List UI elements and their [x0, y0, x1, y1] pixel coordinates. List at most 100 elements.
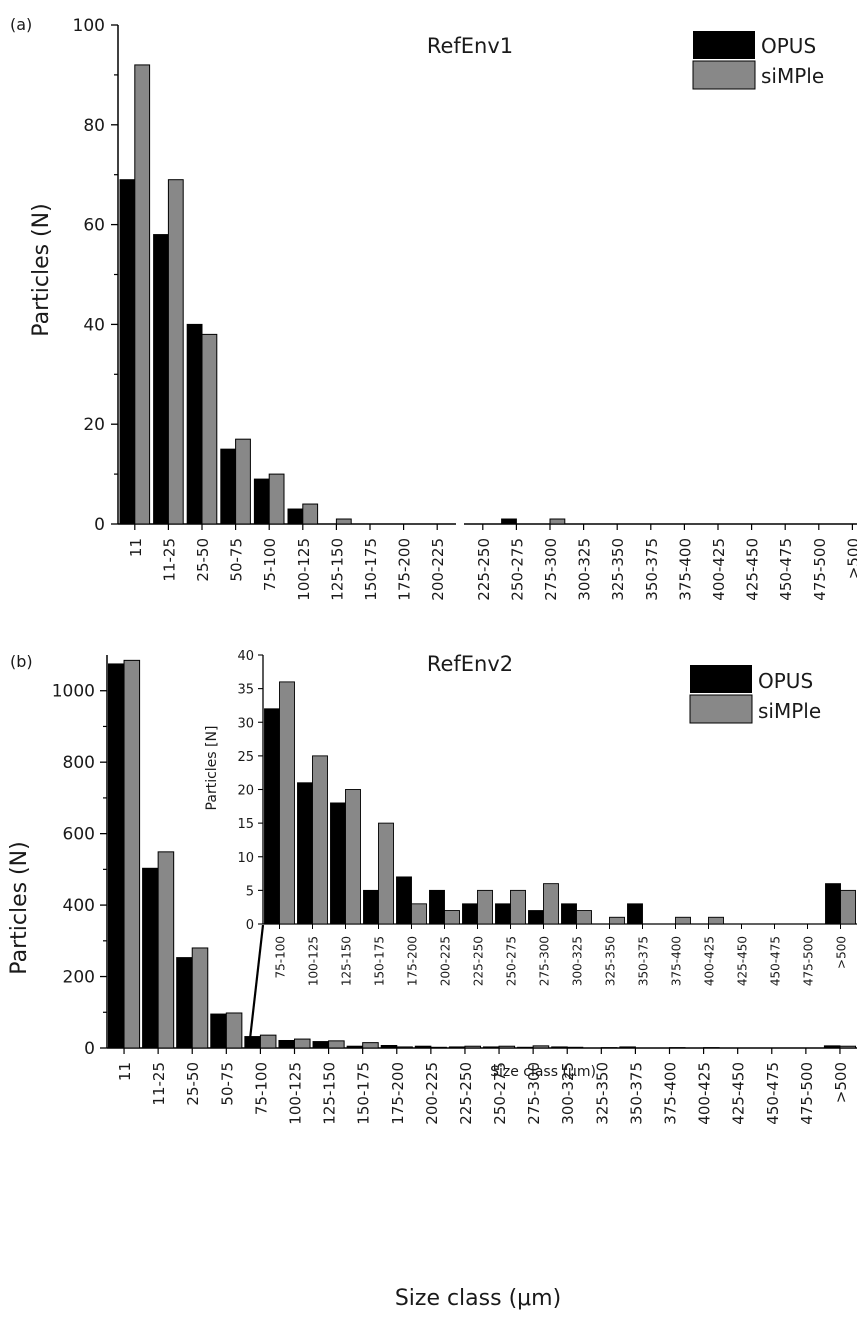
inset-y-tick-label: 20 [237, 784, 254, 799]
x-tick-label: 11 [127, 538, 145, 557]
y-tick-label: 600 [63, 825, 95, 845]
inset-y-tick-label: 35 [237, 683, 254, 698]
inset-bar-simple-75-100 [279, 681, 295, 925]
bar-opus-125-150 [312, 1041, 330, 1049]
inset-x-tick-label: 325-350 [604, 936, 618, 986]
inset-bar-opus-350-375 [627, 903, 643, 925]
bar-simple-300-325 [566, 1046, 584, 1049]
inset-y-tick-label: 30 [237, 716, 254, 731]
y-tick-label: 40 [83, 315, 105, 335]
bar-simple-50-75 [235, 438, 251, 525]
x-tick-label: 250-275 [491, 1062, 509, 1125]
x-tick-label: 25-50 [184, 1062, 202, 1106]
bar-simple-75-100 [259, 1034, 277, 1049]
y-tick-label: 0 [94, 515, 105, 535]
bar-opus-11-25 [153, 234, 169, 525]
bar-simple-200-225 [430, 1046, 447, 1049]
legend-swatch-opus [690, 665, 752, 693]
x-tick-label: 200-225 [429, 538, 447, 601]
inset-bar-opus-200-225 [429, 889, 445, 925]
inset-bar-simple-100-125 [312, 755, 328, 925]
inset-x-tick-label: 450-475 [769, 936, 783, 986]
inset-x-tick-label: 75-100 [274, 936, 288, 979]
inset-bar-simple-300-325 [576, 910, 592, 925]
x-tick-label: 11-25 [160, 538, 178, 582]
bar-opus-175-200 [380, 1044, 398, 1049]
x-tick-label: 300-325 [559, 1062, 577, 1125]
y-tick-label: 80 [83, 116, 105, 136]
x-tick-label: 400-425 [696, 1062, 714, 1125]
x-tick-label: 175-200 [389, 1062, 407, 1125]
bar-simple-100-125 [294, 1038, 311, 1049]
inset-x-tick-label: 475-500 [802, 936, 816, 986]
y-tick-label: 200 [63, 968, 95, 988]
x-tick-label: 100-125 [295, 538, 313, 601]
x-tick-label: 475-500 [811, 538, 829, 601]
x-tick-label: 150-175 [362, 538, 380, 601]
x-tick-label: 75-100 [261, 538, 279, 591]
panel-a-plot-area: 0 20 40 60 80 100 11 11-25 25-50 50-75 75-100 100-1… [73, 16, 857, 601]
bar-simple-225-250 [464, 1045, 482, 1049]
inset-y-tick-label: 0 [246, 918, 254, 933]
panel-b-title: RefEnv2 [427, 652, 513, 676]
bar-simple-75-100 [268, 473, 285, 525]
x-tick-label: 11-25 [150, 1062, 168, 1106]
bar-opus-50-75 [210, 1013, 227, 1049]
inset-bar-opus-300-325 [561, 903, 577, 925]
bar-simple-11-25 [167, 179, 184, 525]
panel-a-y-axis-title: Particles (N) [29, 203, 54, 336]
bar-opus-225-250 [448, 1046, 466, 1049]
x-tick-label: >500 [844, 538, 857, 579]
inset-bar-opus-150-175 [363, 889, 379, 925]
x-tick-label: 300-325 [576, 538, 594, 601]
x-tick-label: 350-375 [627, 1062, 645, 1125]
y-tick-label: 0 [84, 1039, 95, 1059]
x-tick-label: 425-450 [744, 538, 762, 601]
inset-bar-simple-375-400 [675, 916, 691, 925]
x-tick-label: 25-50 [194, 538, 212, 582]
x-tick-label: 150-175 [355, 1062, 373, 1125]
inset-bar-opus-125-150 [330, 802, 346, 925]
x-tick-label: 50-75 [218, 1062, 236, 1106]
legend-label-simple: siMPle [761, 64, 824, 88]
inset-bar-opus-175-200 [396, 876, 412, 925]
x-tick-label: 125-150 [321, 1062, 339, 1125]
x-tick-label: 100-125 [287, 1062, 305, 1125]
inset-bar-simple-175-200 [411, 903, 427, 925]
x-tick-label: 75-100 [252, 1062, 270, 1115]
legend-label-opus: OPUS [761, 34, 816, 58]
panel-a-tag: (a) [10, 15, 32, 34]
inset-plot-area: 0 5 10 15 20 25 30 35 40 75-100 100-125 125-150 150-… [237, 649, 857, 986]
y-tick-label: 400 [63, 896, 95, 916]
y-tick-label: 100 [73, 16, 105, 36]
inset-y-tick-label: 5 [246, 884, 254, 899]
inset-x-tick-label: 125-150 [340, 936, 354, 986]
x-tick-label: 425-450 [730, 1062, 748, 1125]
bar-opus-gt500 [823, 1045, 841, 1049]
bar-opus-300-325 [551, 1046, 568, 1049]
inset-x-tick-label: 400-425 [703, 936, 717, 986]
bar-simple-125-150 [328, 1040, 345, 1049]
inset-x-tick-label: 375-400 [670, 936, 684, 986]
inset-bar-simple-gt500 [840, 889, 856, 925]
inset-x-tick-label: 425-450 [736, 936, 750, 986]
x-tick-label: 400-425 [710, 538, 728, 601]
inset-bar-simple-125-150 [345, 789, 361, 925]
x-tick-label: 175-200 [396, 538, 414, 601]
x-tick-label: 350-375 [643, 538, 661, 601]
bar-opus-11-25 [142, 867, 159, 1049]
panel-b-tag: (b) [10, 652, 33, 671]
inset-chart: RefEnv2 Particles [N] Size class (μm) 0 5… [204, 649, 857, 1080]
x-tick-label: 475-500 [798, 1062, 816, 1125]
legend-swatch-simple [692, 60, 756, 90]
x-tick-label: 450-475 [764, 1062, 782, 1125]
bar-simple-25-50 [191, 947, 209, 1049]
panel-a: (a) RefEnv1 Particles (N) 0 20 40 60 80 100 11… [10, 15, 857, 601]
bar-opus-250-275 [483, 1046, 500, 1049]
bar-opus-275-300 [517, 1046, 534, 1049]
inset-bar-opus-275-300 [528, 910, 544, 925]
bar-simple-11 [134, 64, 151, 525]
bar-simple-175-200 [396, 1046, 413, 1049]
x-tick-label: 250-275 [508, 538, 526, 601]
